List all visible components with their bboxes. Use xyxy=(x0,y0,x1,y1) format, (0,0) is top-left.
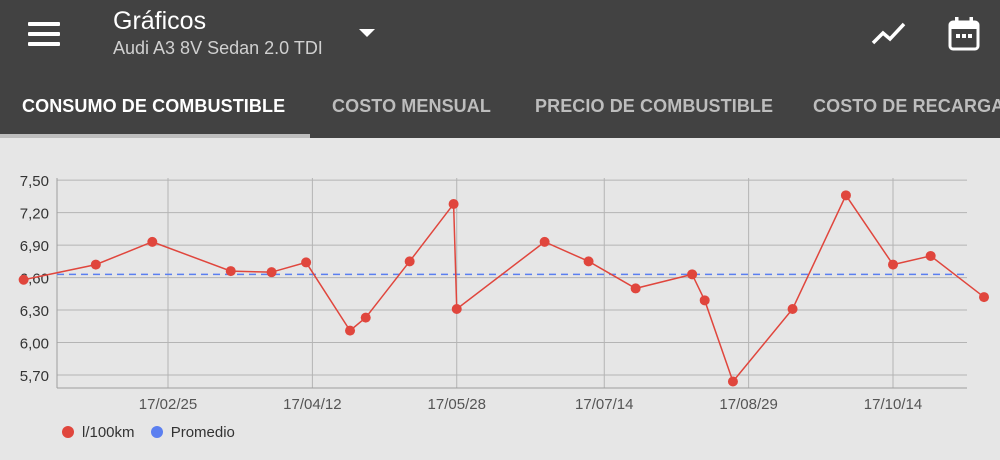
data-point xyxy=(888,259,898,270)
data-point xyxy=(18,274,29,285)
chart-area: 7,50 7,20 6,90 6,60 6,30 6,00 5,70 17/02/25 17/0… xyxy=(0,138,1000,460)
arrow-drop-down-icon[interactable] xyxy=(357,26,377,40)
legend-item-average: Promedio xyxy=(150,424,235,441)
legend-label-average: Promedio xyxy=(170,424,235,441)
x-tick-label: 17/04/12 xyxy=(283,396,341,413)
data-point xyxy=(345,325,356,336)
data-point xyxy=(583,256,594,267)
data-point xyxy=(979,292,990,303)
x-tick-label: 17/05/28 xyxy=(428,396,486,413)
menu-icon[interactable] xyxy=(28,22,60,46)
page-title: Gráficos xyxy=(113,7,207,35)
data-point xyxy=(539,236,550,247)
tab-consumo-combustible[interactable]: CONSUMO DE COMBUSTIBLE xyxy=(22,96,286,116)
data-point xyxy=(925,250,936,261)
y-tick-label: 6,30 xyxy=(20,303,49,320)
tab-costo-recarga[interactable]: COSTO DE RECARGA xyxy=(813,96,1000,116)
tab-precio-combustible[interactable]: PRECIO DE COMBUSTIBLE xyxy=(535,96,774,116)
data-point xyxy=(301,257,312,268)
data-point xyxy=(727,376,738,387)
data-point xyxy=(699,295,710,306)
data-point xyxy=(360,312,371,323)
series-line xyxy=(23,193,985,384)
data-point xyxy=(266,267,277,278)
data-point xyxy=(787,303,798,314)
trending-icon[interactable] xyxy=(870,18,908,50)
data-point xyxy=(451,303,462,314)
y-tick-label: 5,70 xyxy=(20,368,49,385)
y-tick-label: 7,20 xyxy=(20,206,49,223)
data-point xyxy=(687,269,698,280)
y-tick-label: 7,50 xyxy=(20,173,49,190)
x-tick-label: 17/07/14 xyxy=(575,396,633,413)
data-point xyxy=(225,266,236,277)
app-bar: Gráficos Audi A3 8V Sedan 2.0 TDI CONSUM… xyxy=(0,0,1000,138)
x-tick-label: 17/02/25 xyxy=(139,396,197,413)
chart-legend: l/100km Promedio xyxy=(62,424,247,444)
active-tab-indicator xyxy=(0,134,310,138)
legend-label-series: l/100km xyxy=(82,424,135,441)
data-point xyxy=(840,190,851,201)
legend-swatch-series xyxy=(62,426,74,438)
y-tick-label: 6,90 xyxy=(20,238,49,255)
x-tick-label: 17/10/14 xyxy=(864,396,922,413)
data-point xyxy=(448,198,459,209)
tab-bar: CONSUMO DE COMBUSTIBLE COSTO MENSUAL PRE… xyxy=(0,74,1000,138)
title-block[interactable]: Gráficos Audi A3 8V Sedan 2.0 TDI xyxy=(113,6,323,59)
calendar-icon[interactable] xyxy=(946,16,982,52)
data-point xyxy=(147,236,158,247)
vehicle-subtitle: Audi A3 8V Sedan 2.0 TDI xyxy=(113,38,323,58)
legend-item-series: l/100km xyxy=(62,424,135,441)
data-point xyxy=(90,259,101,270)
tab-costo-mensual[interactable]: COSTO MENSUAL xyxy=(332,96,491,116)
data-point xyxy=(404,256,415,267)
data-point xyxy=(630,283,641,294)
legend-swatch-average xyxy=(150,426,163,438)
y-tick-label: 6,00 xyxy=(20,336,49,353)
x-tick-label: 17/08/29 xyxy=(719,396,777,413)
